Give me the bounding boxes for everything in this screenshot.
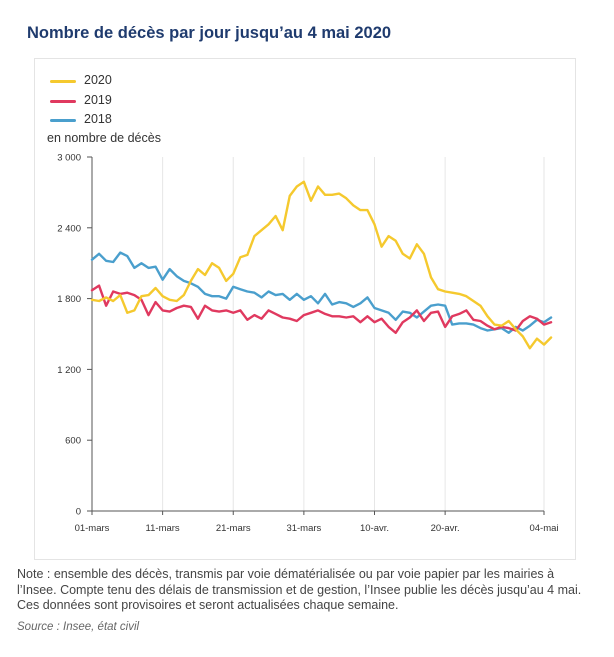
x-tick-label: 20-avr. [431, 523, 460, 534]
x-tick-label: 10-avr. [360, 523, 389, 534]
chart-source: Source : Insee, état civil [17, 621, 140, 633]
chart-title: Nombre de décès par jour jusqu’au 4 mai … [27, 24, 392, 42]
x-tick-label: 21-mars [216, 523, 251, 534]
x-tick-label: 04-mai [529, 523, 558, 534]
y-tick-label: 2 400 [57, 223, 81, 234]
y-tick-label: 1 200 [57, 365, 81, 376]
x-tick-label: 01-mars [75, 523, 110, 534]
legend-swatch-2018 [50, 119, 76, 122]
series-lines [90, 180, 553, 350]
legend-swatch-2020 [50, 80, 76, 83]
series-line-2018 [90, 251, 553, 334]
line-chart: 01-mars 11-mars 21-mars 31-mars 10-avr. 20-av… [57, 153, 558, 535]
x-tick-label: 31-mars [286, 523, 321, 534]
y-tick-label: 3 000 [57, 153, 81, 164]
series-line-2020 [90, 180, 553, 350]
series-line-2019 [90, 284, 553, 334]
y-tick-label: 1 800 [57, 294, 81, 305]
legend-label-2019: 2019 [84, 92, 112, 107]
y-axis-unit-label: en nombre de décès [47, 131, 161, 145]
y-tick-label: 600 [65, 436, 81, 447]
y-tick-label: 0 [76, 507, 81, 518]
chart-note: Note : ensemble des décès, transmis par … [17, 567, 582, 612]
legend-swatch-2019 [50, 99, 76, 103]
axes: 01-mars 11-mars 21-mars 31-mars 10-avr. 20-av… [57, 153, 558, 535]
legend-label-2018: 2018 [84, 112, 112, 126]
chart-panel [34, 58, 576, 560]
x-tick-label: 11-mars [146, 523, 180, 534]
legend-label-2020: 2020 [84, 73, 112, 87]
grid-lines [91, 157, 545, 511]
